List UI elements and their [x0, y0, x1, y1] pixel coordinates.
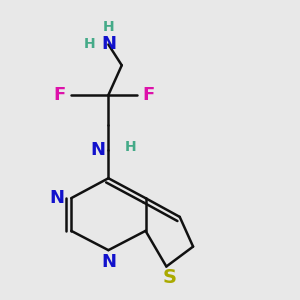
Text: H: H — [83, 38, 95, 52]
Text: F: F — [142, 86, 154, 104]
Text: N: N — [101, 253, 116, 271]
Text: F: F — [54, 86, 66, 104]
Text: H: H — [125, 140, 136, 154]
Text: N: N — [50, 189, 65, 207]
Text: N: N — [101, 35, 116, 53]
Text: N: N — [90, 141, 105, 159]
Text: H: H — [103, 20, 114, 34]
Text: S: S — [162, 268, 176, 287]
